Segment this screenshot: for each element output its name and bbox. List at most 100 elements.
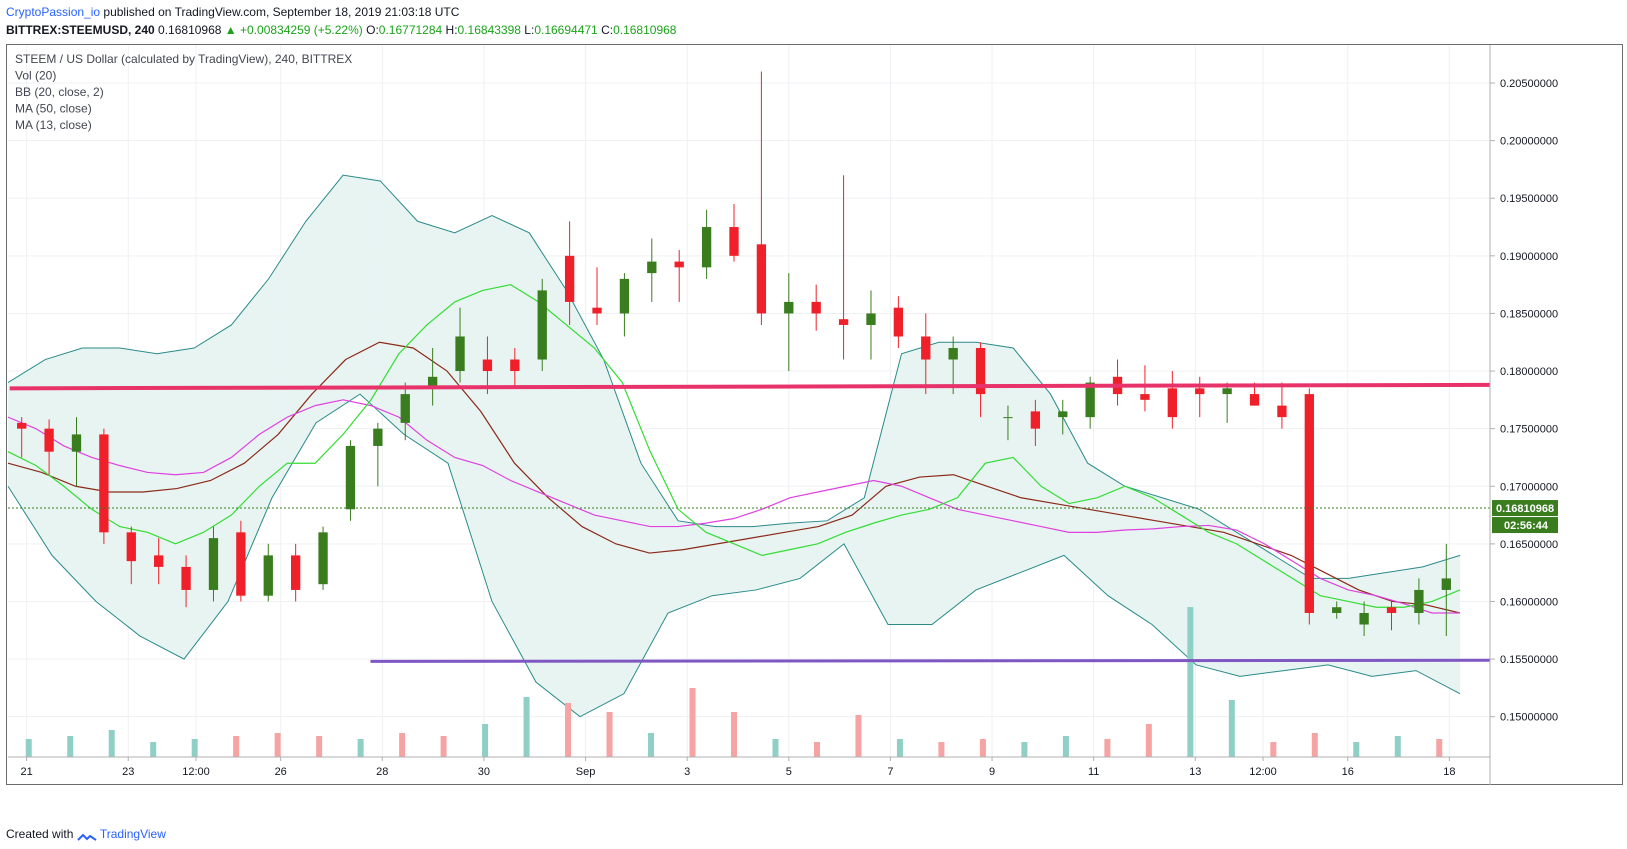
low-value: 0.16694471 [534,23,598,37]
open-label: O: [366,23,379,37]
volume-bar [357,739,364,757]
candle-body [427,376,438,389]
candle-body [592,307,602,314]
candle-body [1249,394,1260,406]
legend-indicator: BB (20, close, 2) [15,85,104,99]
volume-bar [1104,739,1111,757]
candle-body [181,566,191,590]
candle-body [1222,388,1232,395]
volume-bar [772,739,779,757]
y-tick-label: 0.19000000 [1500,251,1558,263]
volume-bar [813,742,820,757]
candle-body [99,434,109,533]
bb-fill [8,175,1460,717]
candle-body [948,348,958,360]
x-tick-label: 5 [786,766,792,778]
candle-body [154,555,164,567]
ohlc-line: BITTREX:STEEMUSD, 240 0.16810968 ▲ +0.00… [6,22,676,38]
footer: Created with TradingView [6,826,166,842]
x-tick-label: 3 [684,766,690,778]
volume-bar [399,733,406,757]
candle-body [208,538,219,590]
y-tick-label: 0.16000000 [1500,596,1558,608]
tradingview-brand[interactable]: TradingView [99,827,166,841]
volume-bar [1394,736,1401,757]
x-tick-label: 11 [1088,766,1099,778]
candle-body [1085,382,1095,418]
y-tick-label: 0.15000000 [1500,712,1558,724]
candle-body [1058,411,1068,418]
candle-body [866,313,876,325]
volume-bar [896,739,903,757]
candle-body [1030,411,1041,429]
candle-body [564,255,575,302]
y-tick-label: 0.20000000 [1500,136,1558,148]
bb-upper-line [7,174,1461,579]
candle-body [17,422,27,429]
y-tick-label: 0.16500000 [1500,539,1558,551]
candle-body [1359,612,1369,625]
legend-indicator: Vol (20) [15,69,56,83]
volume-bar [648,733,655,757]
candle-body [1003,417,1013,419]
candle-body [1140,394,1150,400]
candle-body [1304,394,1314,613]
y-tick-label: 0.18500000 [1500,308,1558,320]
candle-body [400,394,410,423]
candle-body [838,319,849,325]
volume-bar [150,742,157,757]
bb-lower-line [7,393,1461,718]
x-tick-label: 7 [887,766,893,778]
volume-bar [855,715,862,757]
candle-body [701,227,712,268]
volume-bar [233,736,240,757]
volume-bar [108,730,115,757]
volume-bar [1021,742,1028,757]
volume-bar [731,712,737,757]
candle-body [537,290,547,360]
candle-body [1195,388,1205,395]
candle-body [756,244,767,314]
candle-body [1167,388,1177,418]
candle-body [44,428,54,452]
author-link[interactable]: CryptoPassion_io [6,5,101,19]
candle-body [784,301,794,314]
candle-body [893,307,904,337]
y-tick-label: 0.17500000 [1500,424,1558,436]
volume-bar [1187,607,1194,757]
chart-frame [6,44,1623,785]
candle-body [510,359,520,372]
volume-bar [689,688,696,757]
open-value: 0.16771284 [378,23,443,37]
candle-body [619,278,630,314]
y-tick-label: 0.20500000 [1500,78,1558,90]
candle-body [1441,578,1451,590]
x-tick-label: 21 [21,766,33,778]
x-tick-label: 26 [275,766,287,778]
last-price-badge [1492,500,1558,517]
candle-body [126,532,136,562]
candle-body [263,555,273,596]
candle-body [236,532,246,596]
ma50-line [7,399,1460,614]
volume-bar [938,742,945,757]
candle-body [1277,405,1287,418]
volume-bar [1353,742,1360,757]
candle-body [373,428,383,446]
volume-bar [1311,733,1318,757]
candle-body [345,445,356,510]
low-label: L: [524,23,535,37]
candle-body [1332,607,1342,613]
legend-title: STEEM / US Dollar (calculated by Trading… [15,52,352,66]
bb-basis-line [7,341,1461,614]
x-tick-label: 9 [989,766,995,778]
x-tick-label: 12:00 [1249,766,1277,778]
volume-bar [565,703,572,757]
candle-body [71,434,82,452]
volume-bar [191,739,198,757]
candle-body [975,348,986,395]
symbol-label: BITTREX:STEEMUSD, 240 [6,23,155,37]
volume-bar [1145,724,1152,757]
candle-body [1414,589,1424,613]
